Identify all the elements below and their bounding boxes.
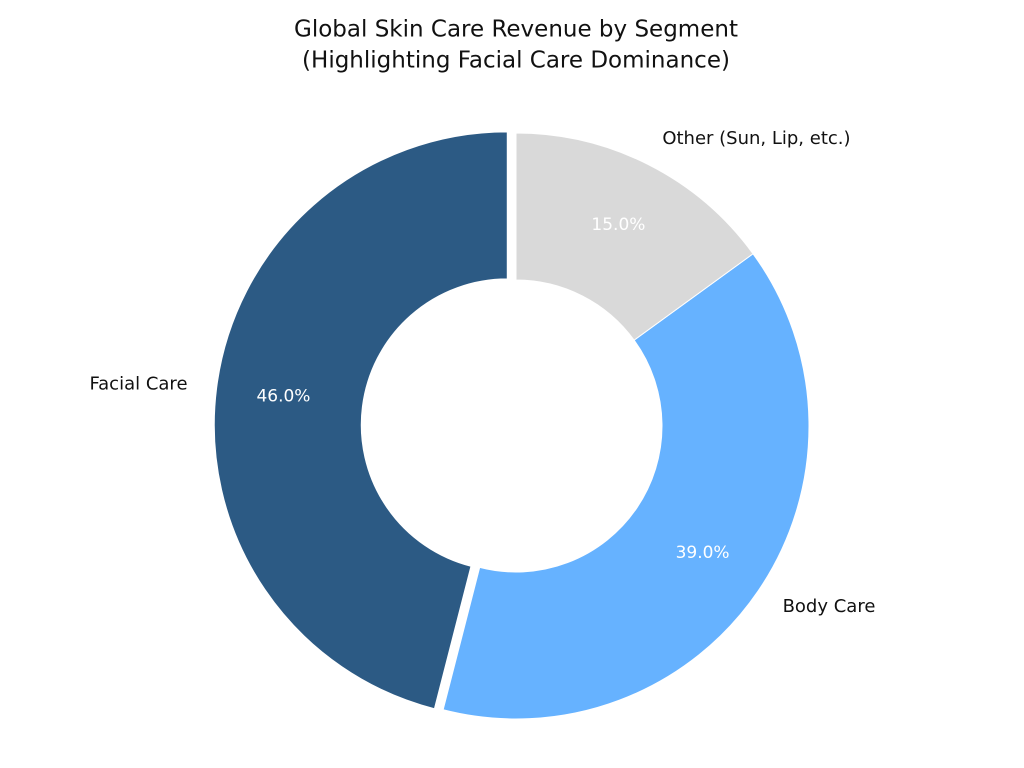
slice-label: Body Care (783, 596, 876, 617)
chart-title: Global Skin Care Revenue by Segment (294, 17, 738, 43)
value-label: 15.0% (591, 215, 645, 235)
donut-slice (442, 253, 810, 720)
donut-slice (515, 132, 754, 341)
value-label: 39.0% (676, 543, 730, 563)
chart-subtitle: (Highlighting Facial Care Dominance) (302, 48, 730, 74)
value-label: 46.0% (256, 387, 310, 407)
donut-slice (213, 131, 508, 710)
slice-label: Facial Care (89, 374, 187, 395)
slice-label: Other (Sun, Lip, etc.) (662, 128, 850, 149)
